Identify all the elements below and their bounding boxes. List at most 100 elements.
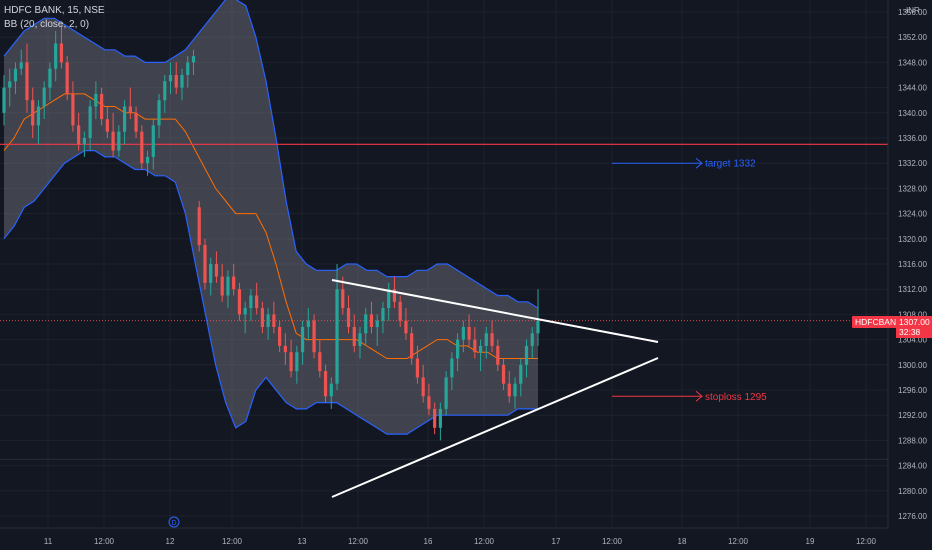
horizontal-lines xyxy=(0,143,888,460)
price-tick-label: 1304.00 xyxy=(898,336,927,345)
candle-body xyxy=(100,93,104,120)
candle-body xyxy=(456,339,460,359)
candle-body xyxy=(410,333,414,359)
event-marker-circle xyxy=(168,516,180,528)
candle-body xyxy=(255,295,259,309)
candle-body xyxy=(157,100,161,126)
candle-body xyxy=(415,358,420,378)
candle-body xyxy=(381,308,385,321)
candle-body xyxy=(105,119,109,132)
candle-body xyxy=(507,383,511,397)
candle-body xyxy=(335,289,339,384)
price-tick-label: 1300.00 xyxy=(898,361,927,370)
time-tick-label: 12:00 xyxy=(856,537,877,546)
candle-body xyxy=(478,345,483,353)
time-tick-label: 13 xyxy=(298,537,307,546)
candle-body xyxy=(168,75,173,82)
candle-body xyxy=(122,106,127,132)
candle-body xyxy=(467,327,471,340)
candle-body xyxy=(513,383,517,397)
candle-body xyxy=(300,327,305,353)
candle-body xyxy=(278,327,282,346)
candle-body xyxy=(295,352,299,372)
candle-body xyxy=(203,245,207,283)
candle-body xyxy=(82,138,86,145)
candle-body xyxy=(524,345,529,365)
price-tick-label: 1288.00 xyxy=(898,436,927,445)
candle-body xyxy=(283,345,287,353)
time-tick-label: 11 xyxy=(44,537,53,546)
candle-body xyxy=(128,106,132,113)
band-upper-line xyxy=(3,0,539,309)
candle-body xyxy=(151,125,155,157)
candle-body xyxy=(180,75,184,88)
annotation-label: target 1332 xyxy=(705,159,756,170)
indicator-title: BB (20, close, 2, 0) xyxy=(4,19,90,30)
candle-body xyxy=(461,327,465,340)
event-marker[interactable]: D xyxy=(168,516,180,528)
price-tick-label: 1296.00 xyxy=(898,386,927,395)
candle-body xyxy=(31,100,35,126)
candle-body xyxy=(490,333,494,346)
candle-body xyxy=(306,320,310,327)
time-tick-label: 19 xyxy=(806,537,815,546)
price-tick-label: 1276.00 xyxy=(898,512,927,521)
price-tick-label: 1280.00 xyxy=(898,487,927,496)
band-lower-line xyxy=(3,150,538,435)
candle-body xyxy=(444,377,448,409)
candle-body xyxy=(249,295,253,309)
candle-body xyxy=(364,314,368,334)
candle-body xyxy=(2,87,6,113)
candle-body xyxy=(174,75,178,88)
candle-body xyxy=(54,43,58,69)
candle-body xyxy=(226,276,230,296)
price-tick-label: 1328.00 xyxy=(898,184,927,193)
annotation-label: stoploss 1295 xyxy=(705,392,767,403)
price-tick-label: 1336.00 xyxy=(898,134,927,143)
candle-body xyxy=(186,62,190,75)
time-tick-label: 12:00 xyxy=(222,537,243,546)
candle-body xyxy=(358,333,362,346)
candle-body xyxy=(323,371,328,397)
candle-body xyxy=(484,333,488,346)
price-tick-label: 1312.00 xyxy=(898,285,927,294)
time-tick-label: 12:00 xyxy=(602,537,623,546)
candle-body xyxy=(496,345,500,365)
time-tick-label: 12 xyxy=(166,537,175,546)
price-tick-label: 1320.00 xyxy=(898,235,927,244)
triangle-drawings[interactable] xyxy=(331,279,659,498)
price-tick-label: 1308.00 xyxy=(898,310,927,319)
annotation-arrow-head xyxy=(695,390,703,402)
candle-body xyxy=(8,81,12,88)
candle-body xyxy=(369,314,374,327)
candle-body xyxy=(421,377,425,397)
candle-body xyxy=(19,62,23,69)
candle-body xyxy=(329,383,333,397)
triangle-lower-line[interactable] xyxy=(331,357,659,498)
candle-body xyxy=(220,276,224,296)
time-tick-label: 12:00 xyxy=(728,537,749,546)
candle-body xyxy=(473,339,477,353)
candle-body xyxy=(145,156,150,164)
time-axis[interactable]: 11 12:00 12 12:00 13 12:00 16 12:00 17 12:00 18 12:… xyxy=(0,527,888,546)
candle-body xyxy=(536,320,540,334)
time-tick-label: 12:00 xyxy=(94,537,115,546)
candle-body xyxy=(134,112,138,132)
candle-body xyxy=(398,301,402,321)
candlesticks xyxy=(2,24,540,441)
candle-body xyxy=(260,308,264,327)
currency-label: INR xyxy=(906,6,920,15)
candle-body xyxy=(25,62,29,101)
candle-body xyxy=(341,289,345,309)
candle-body xyxy=(501,364,506,384)
annotations: target 1332 stoploss 1295 xyxy=(612,157,767,403)
candle-body xyxy=(237,289,242,315)
candle-body xyxy=(450,358,454,378)
price-tick-label: 1316.00 xyxy=(898,260,927,269)
candle-body xyxy=(243,308,247,315)
price-axis[interactable]: 1276.00 1280.00 1284.00 1288.00 1292.00 1296.… xyxy=(887,0,927,528)
chart-legend: HDFC BANK, 15, NSE BB (20, close, 2, 0) xyxy=(4,4,105,32)
candle-body xyxy=(88,106,92,138)
triangle-upper-line[interactable] xyxy=(331,279,659,343)
